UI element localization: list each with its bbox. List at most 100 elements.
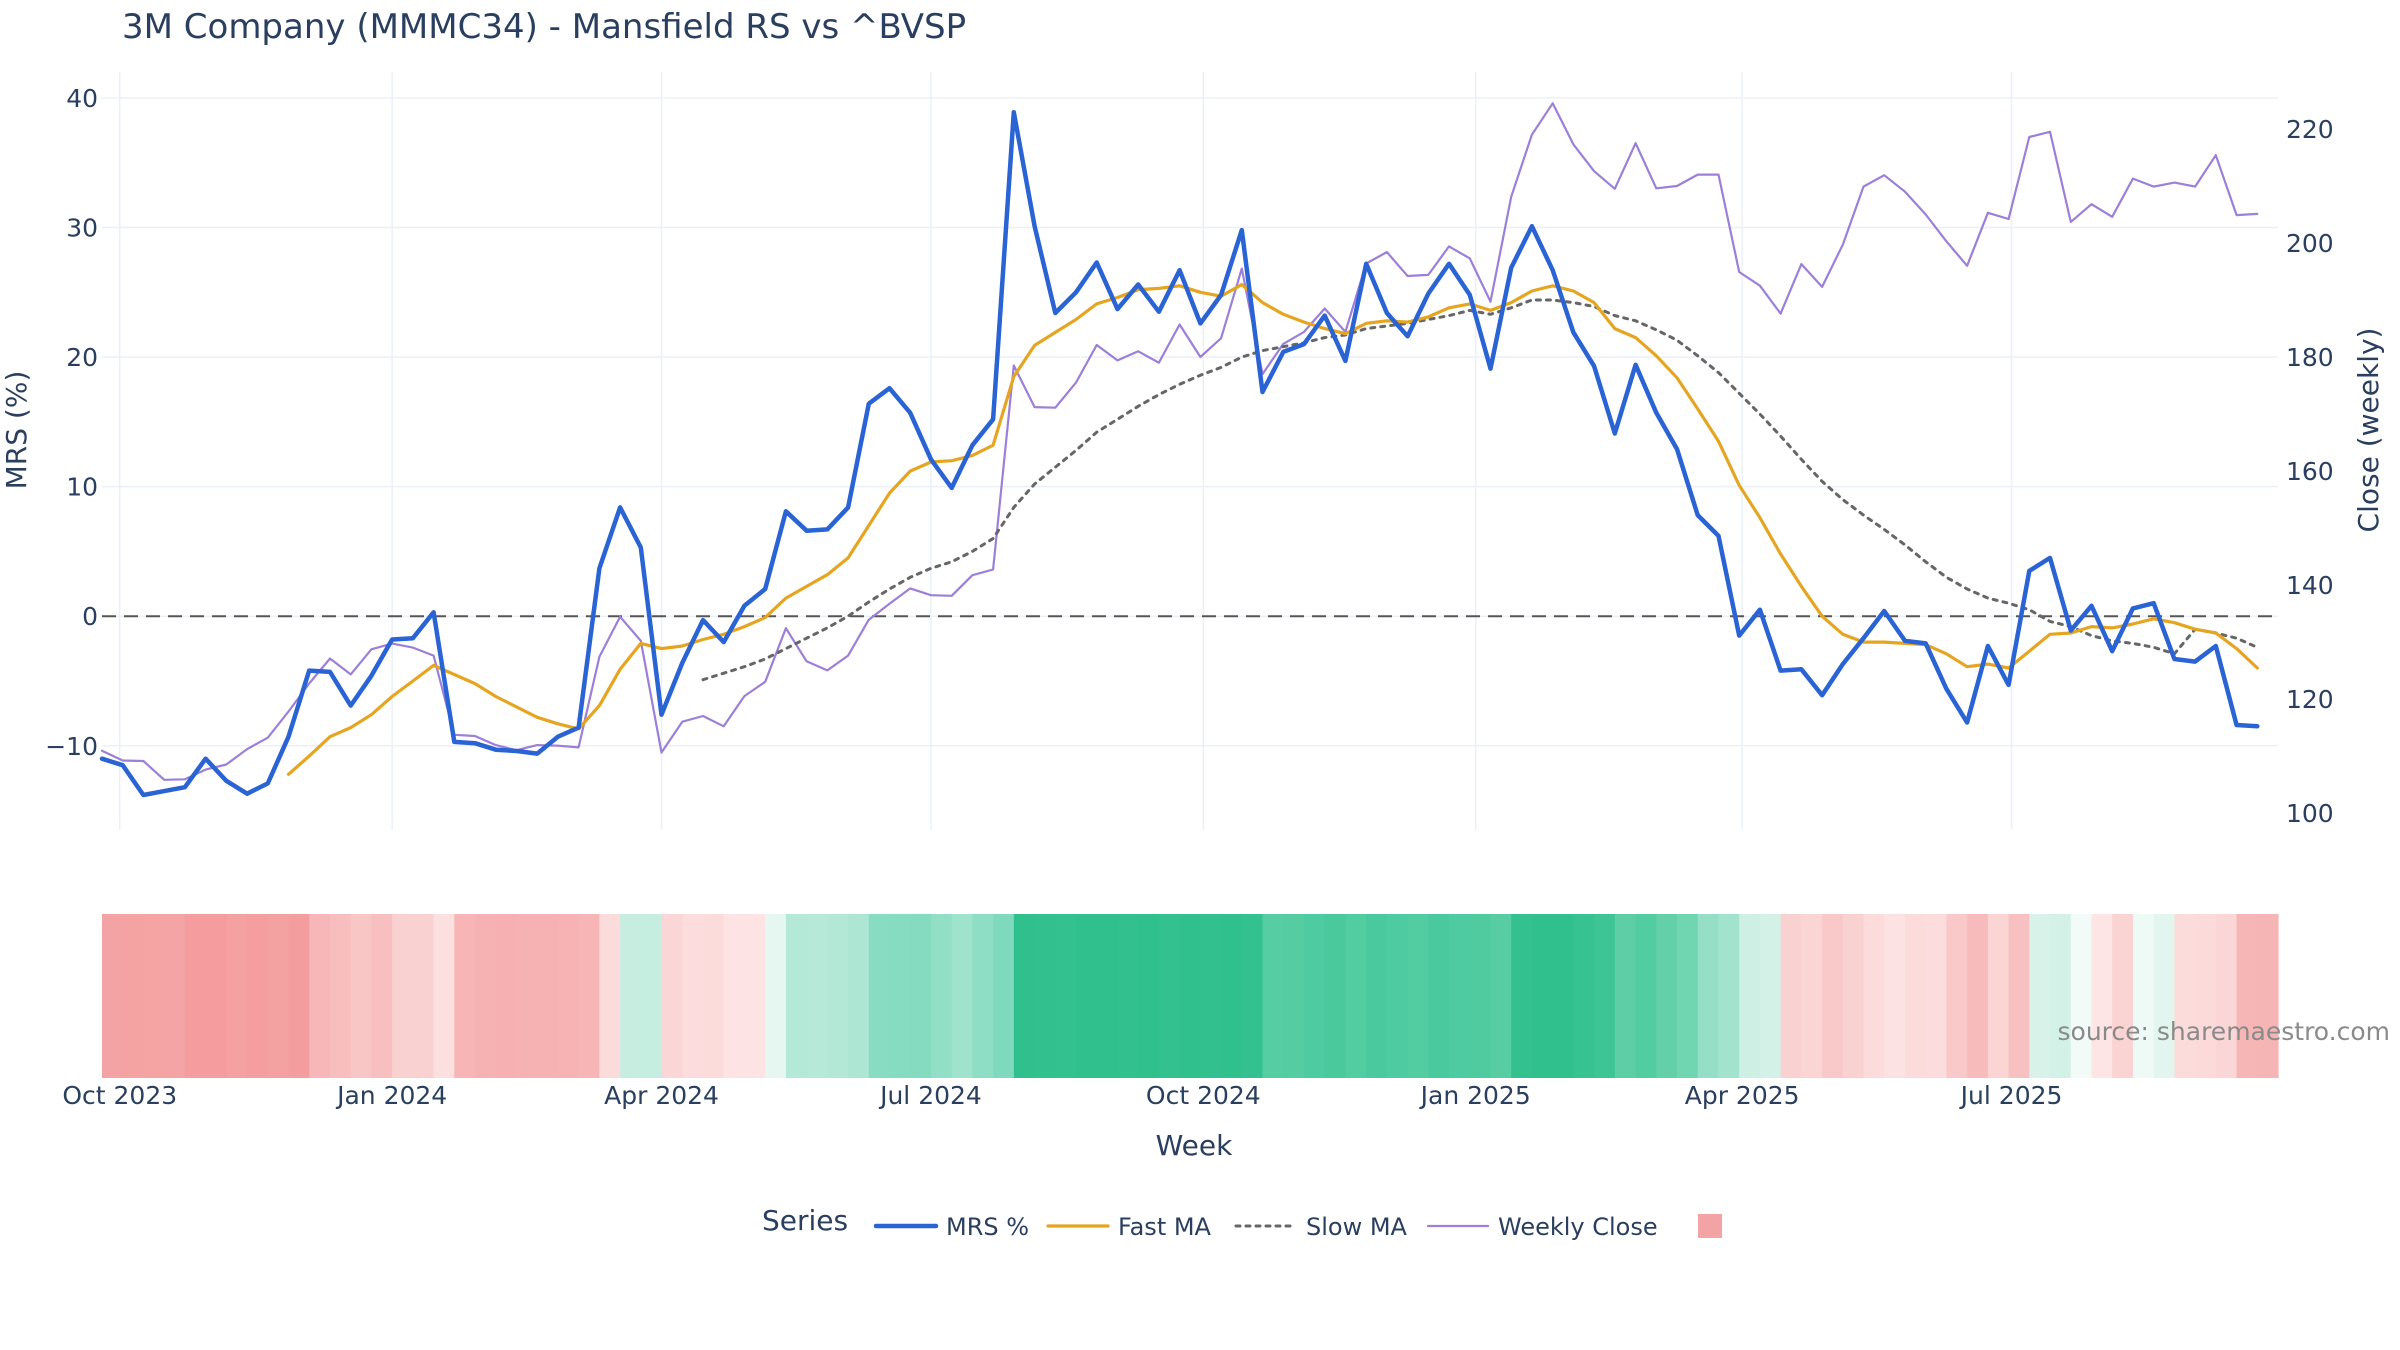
heatmap-cell [1117,914,1139,1078]
heatmap-cell [205,914,227,1078]
chart-title: 3M Company (MMMC34) - Mansfield RS vs ^B… [122,7,966,47]
heatmap-cell [993,914,1015,1078]
heatmap-cell [122,914,145,1078]
heatmap-cell [2050,914,2072,1078]
legend: Series MRS % Fast MA Slow MA Weekly Close [762,1204,1722,1241]
heatmap-cell [827,914,849,1078]
heatmap-cell [226,914,248,1078]
source-annotation: source: sharemaestro.com [2058,1017,2391,1046]
y-tick-label-right: 160 [2286,457,2334,486]
heatmap-cell [599,914,621,1078]
x-tick-label: Jul 2025 [1959,1081,2063,1110]
heatmap-cell [267,914,290,1078]
heatmap-cell [1697,914,1720,1078]
heatmap-cell [309,914,331,1078]
heatmap-cell [557,914,580,1078]
heatmap-cell [1718,914,1740,1078]
x-tick-label: Oct 2024 [1146,1081,1261,1110]
heatmap-cell [868,914,891,1078]
heatmap-cell [930,914,953,1078]
heatmap-cell [2132,914,2155,1078]
y-tick-label-right: 100 [2286,799,2334,828]
heatmap-cell [1884,914,1906,1078]
x-axis-title: Week [1156,1129,1233,1162]
right-y-axis: 100 120 140 160 180 200 220 [2286,115,2334,828]
heatmap-cell [661,914,683,1078]
legend-label: Weekly Close [1498,1213,1658,1241]
series-line-weekly-close [100,102,2259,781]
heatmap-cell [744,914,766,1078]
heatmap-cell [1531,914,1554,1078]
heatmap-cell [806,914,828,1078]
heatmap-cell [2215,914,2238,1078]
heatmap-cell [723,914,746,1078]
heatmap-cell [951,914,973,1078]
y-tick-label-left: 0 [82,602,98,631]
heatmap-cell [620,914,642,1078]
legend-title: Series [762,1204,848,1237]
heatmap-cell [1428,914,1450,1078]
heatmap-cell [143,914,165,1078]
heatmap-cell [1345,914,1367,1078]
heatmap-cell [164,914,186,1078]
series-line-slow-ma [701,298,2259,682]
heatmap-cell [392,914,414,1078]
heatmap-cell [2008,914,2030,1078]
y-tick-label-left: 30 [66,213,98,242]
heatmap-cell [785,914,808,1078]
heatmap-cell [889,914,911,1078]
heatmap-cell [1138,914,1160,1078]
series-layer [99,102,2260,798]
heatmap-cell [1967,914,1989,1078]
heatmap-cell [454,914,476,1078]
heatmap-cell [516,914,538,1078]
heatmap-cell [1076,914,1098,1078]
series-line-mrs [99,109,2260,798]
heatmap-cell [2257,914,2279,1078]
legend-label: Fast MA [1118,1213,1212,1241]
heatmap-cell [1283,914,1305,1078]
heatmap-cell [1946,914,1968,1078]
heatmap-cell [2091,914,2113,1078]
heatmap-cell [433,914,455,1078]
heatmap-cell [1863,914,1885,1078]
left-y-axis: −10 0 10 20 30 40 [45,84,98,761]
legend-label: MRS % [946,1213,1029,1241]
heatmap-cell [1739,914,1761,1078]
heatmap-cell [2153,914,2175,1078]
heatmap-cell [1200,914,1222,1078]
heatmap-cell [702,914,725,1078]
y-tick-label-left: −10 [45,732,98,761]
heatmap-cell [350,914,373,1078]
heatmap-cell [765,914,787,1078]
y-tick-label-right: 120 [2286,685,2334,714]
heatmap-cell [1780,914,1802,1078]
heatmap-cell [1573,914,1595,1078]
x-tick-label: Apr 2025 [1685,1081,1800,1110]
heatmap-cell [1801,914,1823,1078]
heatmap-cell [1987,914,2010,1078]
heatmap-cell [2112,914,2134,1078]
heatmap-cell [371,914,393,1078]
heatmap-cell [1822,914,1844,1078]
heatmap-cell [1096,914,1119,1078]
heatmap-cell [537,914,559,1078]
heatmap-cell [910,914,932,1078]
heatmap-cell [2236,914,2258,1078]
heatmap-cell [848,914,870,1078]
x-tick-label: Oct 2023 [62,1081,177,1110]
heatmap-cell [2174,914,2196,1078]
heatmap-cell [1013,914,1036,1078]
heatmap-cell [1614,914,1637,1078]
heatmap-cell [2029,914,2051,1078]
heatmap-cell [1469,914,1492,1078]
heatmap-cell [1635,914,1657,1078]
heatmap-cell [247,914,269,1078]
heatmap-cell [1677,914,1699,1078]
heatmap-cell [1656,914,1678,1078]
heatmap-cell [1324,914,1347,1078]
y-axis-title-left: MRS (%) [0,371,33,490]
heatmap-cell [329,914,352,1078]
